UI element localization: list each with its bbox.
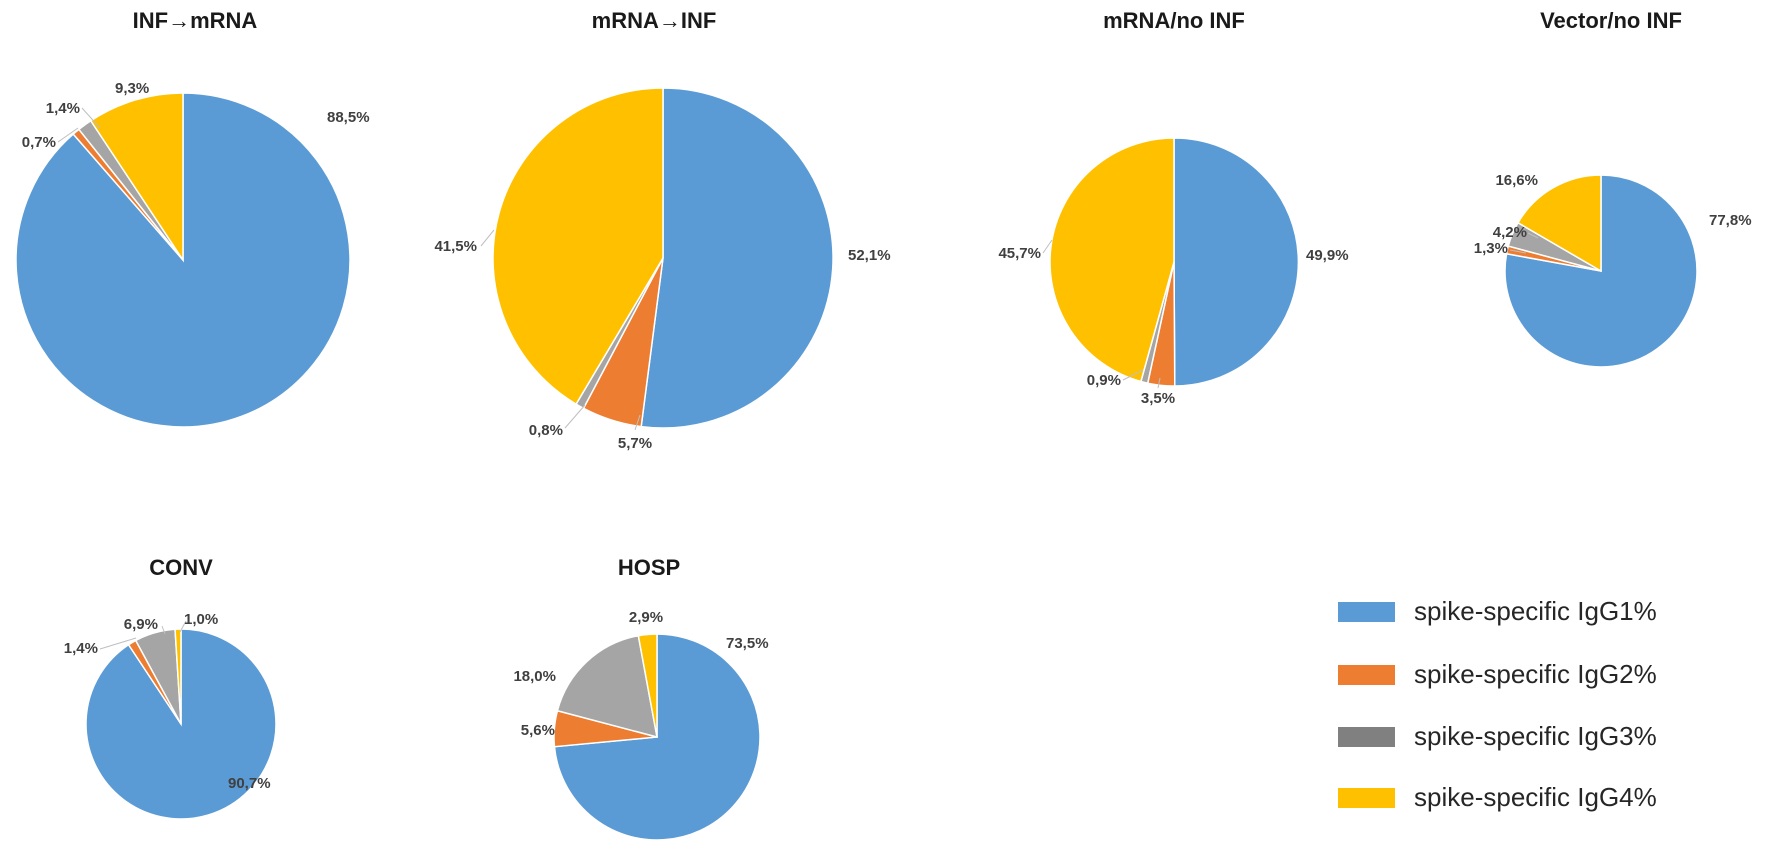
legend-swatch-igg2: [1338, 665, 1395, 685]
legend-label-igg1: spike-specific IgG1%: [1414, 596, 1657, 626]
data-label-igg2: 5,7%: [618, 435, 652, 452]
legend-label-igg3: spike-specific IgG3%: [1414, 721, 1657, 751]
pie-title: mRNA/no INF: [1103, 8, 1245, 33]
pie-slice-igg4: [637, 633, 658, 738]
pie-title: mRNA→INF: [592, 8, 717, 33]
label-leader-line: [480, 229, 495, 247]
pie-slice-igg4: [492, 87, 664, 406]
data-label-igg3: 4,2%: [1493, 224, 1527, 241]
label-leader-line: [1042, 239, 1053, 254]
data-label-igg1: 77,8%: [1709, 212, 1752, 229]
pie-title: CONV: [149, 555, 213, 580]
legend-swatch-igg3: [1338, 727, 1395, 747]
legend-swatch-igg4: [1338, 788, 1395, 808]
legend: spike-specific IgG1% spike-specific IgG2…: [1338, 596, 1657, 812]
label-leader-line: [1122, 369, 1144, 381]
data-label-igg2: 3,5%: [1141, 390, 1175, 407]
data-label-igg3: 0,9%: [1087, 372, 1121, 389]
pie-chart: mRNA→INF 52,1% 5,7% 0,8% 41,5%: [434, 8, 890, 452]
data-label-igg2: 5,6%: [521, 722, 555, 739]
pie-slice-igg4: [89, 92, 184, 263]
pie-slice-igg1: [1173, 137, 1300, 387]
data-label-igg3: 1,4%: [46, 100, 80, 117]
pie-title: HOSP: [618, 555, 680, 580]
pie-chart: CONV 90,7% 1,4% 6,9% 1,0%: [64, 555, 277, 820]
pie-chart: Vector/no INF 77,8% 1,3%4,2% 16,6%: [1474, 8, 1752, 368]
data-label-igg4: 16,6%: [1495, 172, 1538, 189]
data-label-igg4: 41,5%: [434, 238, 477, 255]
pie-title: INF→mRNA: [133, 8, 258, 33]
data-label-igg4: 2,9%: [629, 609, 663, 626]
legend-swatch-igg1: [1338, 602, 1395, 622]
data-label-igg1: 73,5%: [726, 635, 769, 652]
label-leader-line: [1157, 377, 1161, 389]
data-label-igg1: 49,9%: [1306, 247, 1349, 264]
data-label-igg3: 6,9%: [124, 616, 158, 633]
pie-slice-igg3: [556, 634, 658, 739]
data-label-igg4: 45,7%: [998, 245, 1041, 262]
pie-slice-igg4: [1049, 137, 1175, 383]
data-label-igg3: 18,0%: [513, 668, 556, 685]
data-label-igg1: 90,7%: [228, 775, 271, 792]
data-label-igg1: 52,1%: [848, 247, 891, 264]
data-label-igg4: 9,3%: [115, 80, 149, 97]
pie-chart: INF→mRNA 88,5% 0,7% 1,4% 9,3%: [15, 8, 370, 428]
pie-title: Vector/no INF: [1540, 8, 1682, 33]
label-leader-line: [1509, 249, 1527, 254]
data-label-igg1: 88,5%: [327, 109, 370, 126]
label-leader-line: [99, 637, 137, 650]
legend-label-igg2: spike-specific IgG2%: [1414, 659, 1657, 689]
label-leader-line: [161, 625, 166, 635]
pie-charts-group: INF→mRNA 88,5% 0,7% 1,4% 9,3% mRNA→INF 52,1% 5,…: [15, 8, 1752, 841]
data-label-igg2: 1,4%: [64, 640, 98, 657]
pie-slice-igg4: [1516, 174, 1602, 273]
label-leader-line: [57, 127, 79, 143]
data-label-igg2: 0,7%: [22, 134, 56, 151]
pie-chart: HOSP 73,5% 5,6% 18,0% 2,9%: [513, 555, 769, 841]
data-label-igg4: 1,0%: [184, 611, 218, 628]
pie-slice-igg4: [174, 628, 182, 725]
label-leader-line: [179, 620, 187, 633]
label-leader-line: [1527, 232, 1539, 239]
label-leader-line: [81, 107, 101, 129]
label-leader-line: [634, 414, 641, 431]
legend-label-igg4: spike-specific IgG4%: [1414, 782, 1657, 812]
data-label-igg3: 0,8%: [529, 422, 563, 439]
pie-chart: mRNA/no INF 49,9% 3,5% 0,9% 45,7%: [998, 8, 1348, 407]
pie-slice-igg1: [640, 87, 834, 429]
data-label-igg2: 1,3%: [1474, 240, 1508, 257]
label-leader-line: [564, 404, 586, 429]
pie-slice-igg1: [1504, 174, 1698, 368]
